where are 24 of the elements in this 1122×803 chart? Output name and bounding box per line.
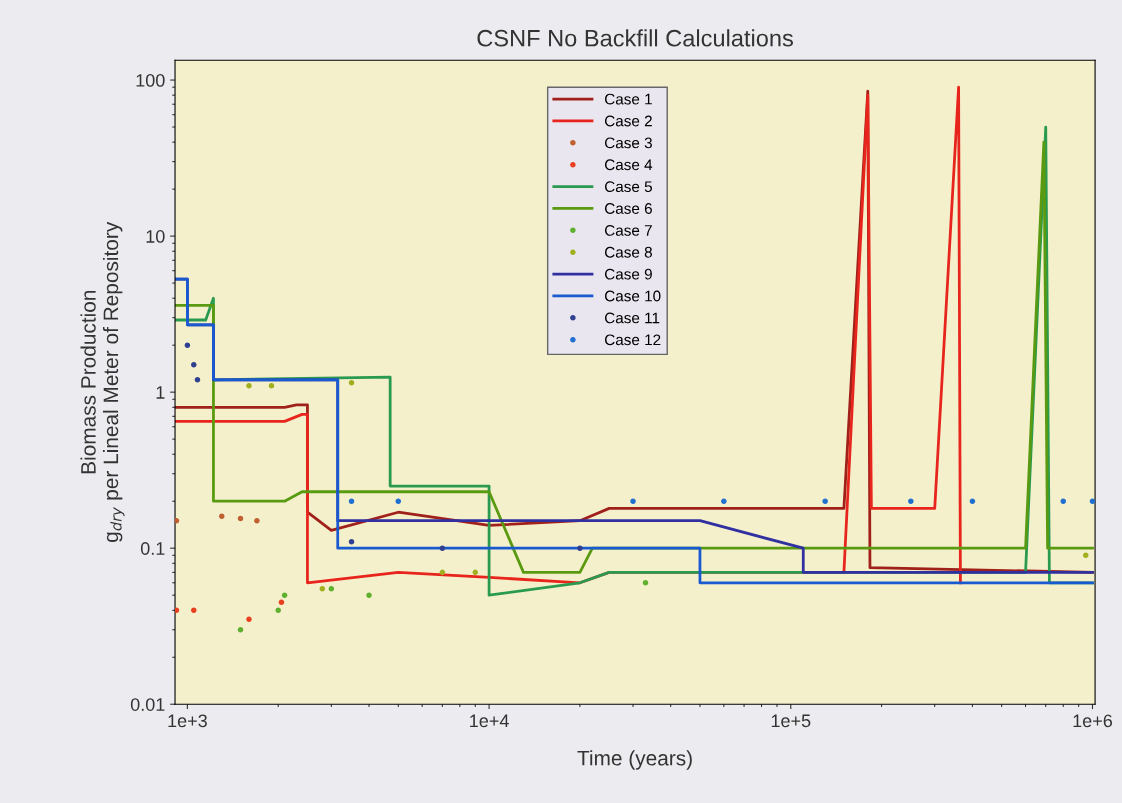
chart-title: CSNF No Backfill Calculations xyxy=(477,29,793,47)
y-tick-label: 10 xyxy=(146,230,165,243)
legend-label: Case 5 xyxy=(604,181,652,193)
y-tick-label: 100 xyxy=(136,73,165,87)
x-tick-label: 1e+4 xyxy=(470,714,509,728)
y-tick-label: 1 xyxy=(156,386,165,399)
y-tick-label: 0.01 xyxy=(130,698,165,711)
legend-label: Case 7 xyxy=(604,224,652,236)
legend-label: Case 4 xyxy=(604,159,653,171)
x-tick-label: 1e+3 xyxy=(168,714,207,728)
legend-label: Case 11 xyxy=(604,312,660,324)
legend-label: Case 9 xyxy=(604,268,652,280)
legend-label: Case 6 xyxy=(604,203,652,214)
x-tick-label: 1e+5 xyxy=(771,714,811,728)
legend-label: Case 12 xyxy=(604,334,661,346)
legend-label: Case 3 xyxy=(604,137,652,149)
legend-label: Case 1 xyxy=(604,93,652,105)
legend-label: Case 2 xyxy=(604,115,652,127)
x-tick-label: 1e+6 xyxy=(1073,714,1113,728)
x-axis-title: Time (years) xyxy=(577,750,692,770)
legend-label: Case 8 xyxy=(604,246,652,258)
y-tick-label: 0.1 xyxy=(140,542,165,555)
legend-label: Case 10 xyxy=(604,290,661,302)
text: Biomass Production g$_{dry}$ per Lineal Meter of Repository xyxy=(80,221,125,542)
